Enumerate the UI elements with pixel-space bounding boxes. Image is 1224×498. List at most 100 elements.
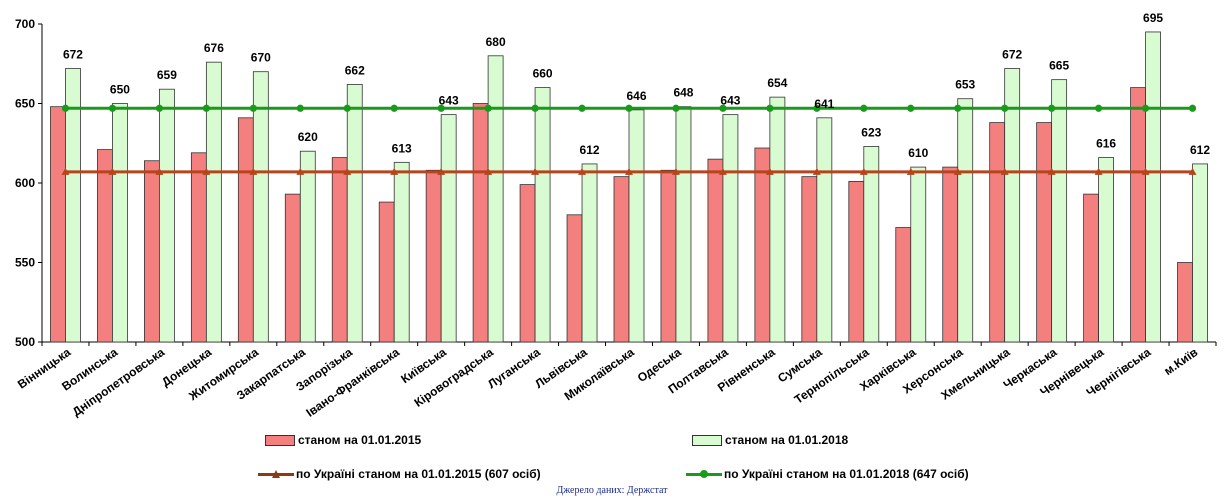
circle-marker bbox=[672, 104, 680, 112]
bar-2018 bbox=[346, 84, 363, 343]
circle-marker bbox=[390, 104, 398, 112]
bar-2015 bbox=[942, 166, 959, 343]
bar-2018 bbox=[158, 88, 175, 343]
y-tick-label: 550 bbox=[15, 256, 35, 270]
bar-2015 bbox=[848, 181, 865, 343]
data-label-2018: 680 bbox=[486, 35, 506, 49]
bar-2018 bbox=[816, 117, 833, 343]
y-tick-label: 700 bbox=[15, 17, 35, 31]
triangle-marker bbox=[202, 167, 211, 175]
bar-2018 bbox=[440, 114, 457, 343]
circle-marker bbox=[202, 104, 210, 112]
bar-2015 bbox=[1083, 193, 1099, 343]
triangle-marker bbox=[625, 167, 633, 175]
circle-marker bbox=[1001, 104, 1009, 112]
bar-2015 bbox=[895, 227, 912, 343]
data-label-2018: 653 bbox=[955, 78, 975, 92]
circle-marker bbox=[108, 104, 117, 112]
y-tick-label: 600 bbox=[15, 176, 35, 190]
data-label-2018: 641 bbox=[814, 97, 834, 111]
y-tick-label: 650 bbox=[15, 97, 35, 111]
bar-2015 bbox=[472, 103, 489, 343]
bar-2015 bbox=[566, 214, 583, 343]
bar-2018 bbox=[65, 68, 81, 343]
bar-2018 bbox=[769, 96, 786, 343]
circle-icon bbox=[686, 469, 722, 479]
data-label-2018: 613 bbox=[392, 141, 412, 155]
bar-2018 bbox=[1051, 79, 1068, 343]
legend-label-2015: станом на 01.01.2015 bbox=[298, 433, 422, 447]
bar-2018 bbox=[205, 61, 222, 343]
data-label-2018: 612 bbox=[580, 143, 600, 157]
triangle-marker bbox=[906, 167, 915, 175]
data-label-2018: 623 bbox=[861, 125, 881, 139]
bar-2018 bbox=[722, 114, 739, 343]
legend-label-2018: станом на 01.01.2018 bbox=[725, 433, 849, 447]
triangle-marker bbox=[812, 167, 821, 175]
data-label-2018: 620 bbox=[298, 130, 318, 144]
circle-marker bbox=[625, 104, 633, 112]
data-label-2018: 670 bbox=[251, 51, 271, 65]
triangle-marker bbox=[484, 167, 493, 175]
bar-2015 bbox=[1130, 87, 1146, 343]
legend-label-ukraine-2018: по Україні станом на 01.01.2018 (647 осі… bbox=[724, 467, 969, 481]
triangle-marker bbox=[61, 167, 70, 175]
source-note: Джерело даних: Держстат bbox=[556, 485, 668, 496]
bar-2018 bbox=[252, 71, 269, 343]
bar-2015 bbox=[331, 157, 348, 343]
circle-marker bbox=[1095, 104, 1103, 112]
bar-2018 bbox=[487, 55, 504, 343]
circle-marker bbox=[437, 104, 445, 112]
data-label-2018: 662 bbox=[345, 63, 365, 77]
circle-marker bbox=[61, 104, 70, 112]
bar-2018 bbox=[112, 103, 128, 343]
circle-marker bbox=[531, 104, 539, 112]
bar-2015 bbox=[237, 117, 254, 343]
circle-marker bbox=[1188, 104, 1197, 112]
circle-marker bbox=[719, 104, 727, 112]
bar-2018 bbox=[1192, 163, 1208, 343]
bar-2015 bbox=[1036, 122, 1053, 343]
bar-2015 bbox=[284, 193, 301, 343]
data-label-2018: 643 bbox=[720, 94, 740, 108]
triangle-marker bbox=[437, 167, 446, 175]
bar-2015 bbox=[519, 184, 536, 343]
triangle-marker bbox=[531, 167, 540, 175]
bar-2018 bbox=[910, 166, 927, 343]
bar-2018 bbox=[1004, 68, 1021, 343]
triangle-marker bbox=[390, 167, 399, 175]
triangle-marker bbox=[1047, 167, 1056, 175]
circle-marker bbox=[860, 104, 868, 112]
triangle-marker bbox=[1141, 167, 1150, 175]
bar-2015 bbox=[613, 176, 630, 343]
chart-axes: 500 550 600 650 700 bbox=[15, 17, 1217, 349]
data-label-2018: 654 bbox=[767, 76, 787, 90]
legend-item-2015: станом на 01.01.2015 bbox=[265, 433, 421, 447]
circle-marker bbox=[343, 104, 351, 112]
data-label-2018: 672 bbox=[1002, 48, 1022, 62]
data-label-2018: 660 bbox=[533, 67, 553, 81]
bar-2015 bbox=[190, 152, 207, 343]
triangle-marker bbox=[718, 167, 727, 175]
bar-2015 bbox=[754, 147, 771, 343]
category-label: Луганська bbox=[485, 345, 543, 391]
triangle-icon bbox=[258, 469, 294, 479]
circle-marker bbox=[578, 104, 586, 112]
circle-marker bbox=[155, 104, 163, 112]
triangle-marker bbox=[765, 167, 774, 175]
triangle-marker bbox=[343, 167, 352, 175]
bar-2015 bbox=[989, 122, 1006, 343]
bar-2018 bbox=[863, 146, 880, 343]
data-label-2018: 676 bbox=[204, 41, 224, 55]
bar-2015 bbox=[143, 160, 160, 343]
bar-2018 bbox=[675, 106, 692, 343]
bar-2015 bbox=[50, 106, 66, 343]
triangle-marker bbox=[108, 167, 117, 175]
data-label-2018: 672 bbox=[63, 48, 83, 62]
chart-reference-lines bbox=[61, 104, 1197, 175]
bar-2018 bbox=[534, 87, 551, 343]
triangle-marker bbox=[249, 167, 258, 175]
data-label-2018: 665 bbox=[1049, 59, 1069, 73]
legend-item-2018: станом на 01.01.2018 bbox=[692, 433, 848, 447]
